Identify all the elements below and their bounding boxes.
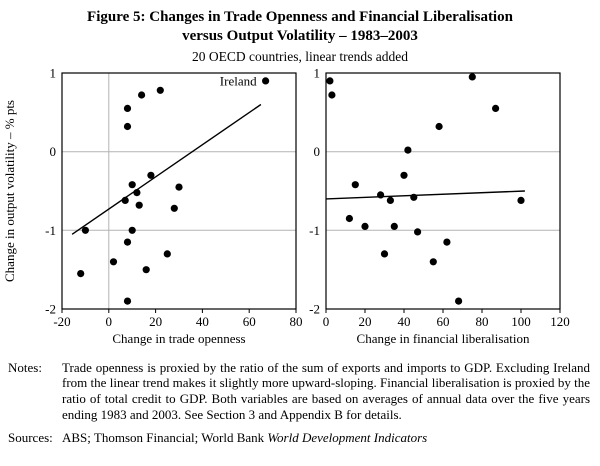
scatter-point [135, 201, 143, 209]
notes-block: Notes: Trade openness is proxied by the … [0, 360, 600, 423]
x-tick-label: 100 [511, 314, 531, 329]
scatter-point [128, 226, 136, 234]
x-tick-label: 0 [323, 314, 330, 329]
scatter-point [345, 214, 353, 222]
x-tick-label: 60 [243, 314, 256, 329]
scatter-point [455, 297, 463, 305]
scatter-point [443, 238, 451, 246]
figure-page: Figure 5: Changes in Trade Openness and … [0, 8, 600, 446]
trend-line [325, 189, 525, 200]
scatter-point [326, 76, 334, 84]
scatter-point [377, 190, 385, 198]
x-tick-label: 80 [290, 314, 303, 329]
y-tick-label: -1 [309, 222, 320, 237]
sources-text-italic: World Development Indicators [267, 429, 428, 445]
ireland-label: Ireland [220, 73, 257, 88]
notes-label: Notes: [8, 359, 42, 375]
scatter-point [156, 86, 164, 94]
scatter-point [175, 183, 183, 191]
scatter-point [400, 171, 408, 179]
x-tick-label: 120 [550, 314, 570, 329]
scatter-point [390, 222, 398, 230]
panel-border [61, 71, 297, 310]
y-tick-label: -1 [45, 222, 56, 237]
x-axis-title: Change in financial liberalisation [357, 331, 530, 346]
notes-text: Trade openness is proxied by the ratio o… [62, 359, 590, 423]
scatter-point [404, 146, 412, 154]
sources-block: Sources: ABS; Thomson Financial; World B… [0, 430, 600, 446]
scatter-point [109, 257, 118, 265]
x-tick-label: 80 [476, 314, 489, 329]
scatter-point [170, 204, 178, 212]
sources-text-plain: ABS; Thomson Financial; World Bank [62, 429, 268, 445]
scatter-point [123, 297, 132, 305]
scatter-point [121, 196, 129, 204]
y-tick-label: 1 [314, 67, 321, 81]
scatter-point [386, 196, 394, 204]
sources-text: ABS; Thomson Financial; World Bank World… [62, 430, 590, 446]
figure-title-line1: Figure 5: Changes in Trade Openness and … [87, 9, 513, 25]
scatter-point [142, 265, 150, 273]
scatter-point [77, 269, 85, 277]
scatter-point [492, 104, 500, 112]
x-tick-label: 20 [149, 314, 162, 329]
scatter-point [128, 180, 136, 188]
scatter-point [123, 238, 132, 246]
scatter-point [429, 257, 437, 265]
figure-subtitle: 20 OECD countries, linear trends added [192, 48, 408, 64]
scatter-point [435, 122, 443, 130]
scatter-point [380, 249, 389, 257]
scatter-point [138, 90, 146, 99]
y-tick-label: 1 [50, 67, 57, 81]
scatter-point [147, 171, 155, 179]
figure-title: Figure 5: Changes in Trade Openness and … [0, 8, 600, 46]
scatter-point [163, 249, 171, 257]
x-tick-label: 40 [196, 314, 209, 329]
y-tick-label: 0 [50, 144, 57, 159]
scatter-point [410, 193, 418, 201]
trend-line [71, 103, 262, 235]
y-tick-label: -2 [45, 301, 56, 316]
scatter-point [133, 188, 141, 196]
x-tick-label: 0 [106, 314, 113, 329]
x-tick-label: 40 [398, 314, 411, 329]
sources-label: Sources: [8, 429, 53, 445]
x-tick-label: 20 [359, 314, 372, 329]
y-tick-label: 0 [314, 144, 321, 159]
scatter-point [517, 196, 525, 204]
scatter-point [81, 226, 89, 234]
x-axis-title: Change in trade openness [112, 331, 245, 346]
scatter-point [328, 90, 336, 99]
scatter-point [468, 72, 476, 80]
scatter-point [123, 104, 132, 112]
y-axis-title: Change in output volatility – % pts [2, 100, 17, 282]
scatter-point [123, 122, 132, 130]
scatter-point [351, 180, 359, 188]
scatter-point [414, 227, 422, 235]
y-tick-label: -2 [309, 301, 320, 316]
scatter-point [361, 222, 369, 230]
scatter-point [262, 76, 270, 84]
figure-title-line2: versus Output Volatility – 1983–2003 [182, 27, 418, 44]
x-tick-label: 60 [437, 314, 450, 329]
x-tick-label: -20 [53, 314, 70, 329]
